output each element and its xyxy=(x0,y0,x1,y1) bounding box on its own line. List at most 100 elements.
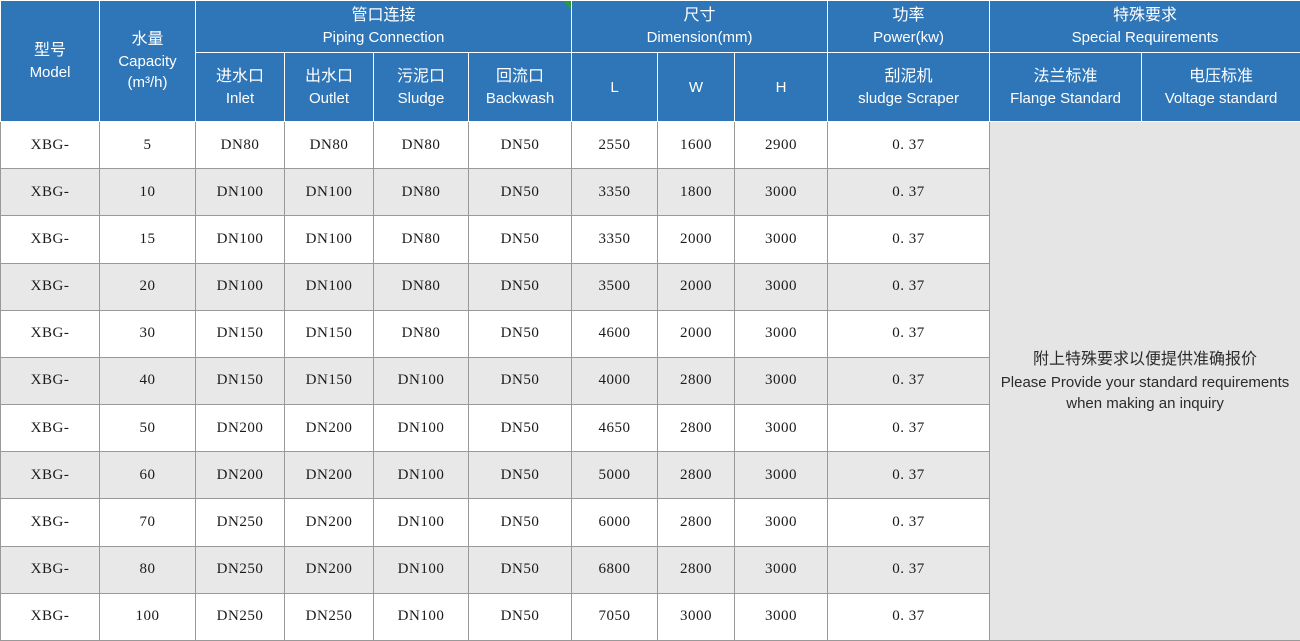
header-label-en: Backwash xyxy=(485,89,555,107)
cell-capacity: 70 xyxy=(99,498,196,547)
col-header-inlet: 进水口 Inlet xyxy=(195,52,285,122)
group-header-special-requirements: 特殊要求 Special Requirements xyxy=(989,0,1300,53)
cell-inlet: DN100 xyxy=(195,262,285,311)
cell-outlet: DN150 xyxy=(284,309,374,358)
header-label-zh: 特殊要求 xyxy=(1113,7,1178,24)
cell-model: XBG- xyxy=(0,498,100,547)
cell-h: 3000 xyxy=(734,545,829,594)
cell-outlet: DN100 xyxy=(284,168,374,217)
cell-inlet: DN250 xyxy=(195,592,285,641)
cell-w: 2800 xyxy=(657,356,736,406)
cell-w: 1600 xyxy=(657,120,736,170)
header-label-en: Dimension(mm) xyxy=(646,29,753,46)
cell-l: 2550 xyxy=(571,120,659,170)
group-header-power: 功率 Power(kw) xyxy=(827,0,991,53)
cell-w: 2000 xyxy=(657,215,736,264)
cell-model: XBG- xyxy=(0,215,100,264)
cell-outlet: DN100 xyxy=(284,262,374,311)
cell-l: 3500 xyxy=(571,262,659,311)
table-row: XBG- 15 DN100 DN100 DN80 DN50 3350 2000 3000 0. 3… xyxy=(0,215,1300,264)
cell-l: 3350 xyxy=(571,215,659,264)
cell-l: 5000 xyxy=(571,451,659,500)
col-header-sludge: 污泥口 Sludge xyxy=(373,52,469,122)
special-requirements-note: 附上特殊要求以便提供准确报价 Please Provide your standa… xyxy=(989,121,1300,641)
cell-h: 3000 xyxy=(734,592,829,641)
header-label-en: Model xyxy=(29,63,71,81)
cell-capacity: 15 xyxy=(99,215,196,264)
table-body: XBG- 5 DN80 DN80 DN80 DN50 2550 1600 2900 0. 37 附上… xyxy=(0,120,1300,641)
note-line: 附上特殊要求以便提供准确报价 xyxy=(1033,351,1258,368)
cell-l: 7050 xyxy=(571,592,659,641)
cell-backwash: DN50 xyxy=(467,404,573,453)
cell-outlet: DN150 xyxy=(284,356,374,406)
cell-sludge: DN80 xyxy=(373,309,469,358)
cell-l: 6800 xyxy=(571,545,659,594)
header-row-columns: 进水口 Inlet 出水口 Outlet 污泥口 Sludge 回流口 Back… xyxy=(1,52,1300,122)
cell-w: 2800 xyxy=(657,404,736,453)
header-label-en: Outlet xyxy=(308,89,350,107)
cell-inlet: DN100 xyxy=(195,168,285,217)
cell-power: 0. 37 xyxy=(827,215,991,264)
cell-inlet: DN150 xyxy=(195,356,285,406)
cell-backwash: DN50 xyxy=(467,215,573,264)
cell-backwash: DN50 xyxy=(467,356,573,406)
cell-w: 2800 xyxy=(657,545,736,594)
cell-inlet: DN80 xyxy=(195,120,285,170)
col-header-width: W xyxy=(657,52,736,122)
cell-capacity: 100 xyxy=(99,592,196,641)
cell-backwash: DN50 xyxy=(467,451,573,500)
table-header: 型号 Model 水量 Capacity (m³/h) 管口连接 Piping … xyxy=(0,0,1300,122)
header-label-zh: 污泥口 xyxy=(396,67,445,85)
cell-model: XBG- xyxy=(0,545,100,594)
group-header-piping-connection: 管口连接 Piping Connection xyxy=(194,0,573,53)
cell-sludge: DN100 xyxy=(373,592,469,641)
header-label-en: Sludge xyxy=(397,89,445,107)
note-line: when making an inquiry xyxy=(1066,395,1224,412)
header-label-en: Piping Connection xyxy=(322,29,445,46)
cell-model: XBG- xyxy=(0,120,100,170)
col-header-capacity: 水量 Capacity (m³/h) xyxy=(99,0,196,122)
col-header-height: H xyxy=(734,52,829,122)
header-label-zh: 功率 xyxy=(892,7,925,24)
header-label-en: Inlet xyxy=(225,89,255,107)
cell-w: 3000 xyxy=(657,592,736,641)
col-header-backwash: 回流口 Backwash xyxy=(467,52,573,122)
cell-w: 2800 xyxy=(657,451,736,500)
col-header-length: L xyxy=(571,52,659,122)
table-row: XBG- 40 DN150 DN150 DN100 DN50 4000 2800 3000 0. … xyxy=(0,356,1300,406)
col-header-flange-standard: 法兰标准 Flange Standard xyxy=(989,52,1143,122)
cell-outlet: DN250 xyxy=(284,592,374,641)
cell-outlet: DN80 xyxy=(284,120,374,170)
table-row: XBG- 70 DN250 DN200 DN100 DN50 6000 2800 3000 0. … xyxy=(0,498,1300,547)
header-label-unit: (m³/h) xyxy=(127,74,168,91)
header-label-zh: 管口连接 xyxy=(351,7,416,24)
cell-inlet: DN200 xyxy=(195,451,285,500)
cell-w: 2000 xyxy=(657,309,736,358)
cell-h: 2900 xyxy=(734,120,829,170)
col-header-outlet: 出水口 Outlet xyxy=(284,52,374,122)
header-label-en: L xyxy=(610,78,619,96)
cell-power: 0. 37 xyxy=(827,545,991,594)
cell-backwash: DN50 xyxy=(467,592,573,641)
cell-power: 0. 37 xyxy=(827,309,991,358)
cell-capacity: 5 xyxy=(99,120,196,170)
cell-power: 0. 37 xyxy=(827,356,991,406)
cell-w: 2800 xyxy=(657,498,736,547)
group-header-dimension: 尺寸 Dimension(mm) xyxy=(571,0,829,53)
cell-backwash: DN50 xyxy=(467,120,573,170)
cell-inlet: DN250 xyxy=(195,545,285,594)
col-header-sludge-scraper: 刮泥机 sludge Scraper xyxy=(827,52,991,122)
cell-sludge: DN100 xyxy=(373,356,469,406)
cell-power: 0. 37 xyxy=(827,168,991,217)
cell-capacity: 60 xyxy=(99,451,196,500)
cell-model: XBG- xyxy=(0,309,100,358)
col-header-voltage-standard: 电压标准 Voltage standard xyxy=(1141,52,1300,122)
header-label-zh: 电压标准 xyxy=(1189,67,1254,85)
table-row: XBG- 100 DN250 DN250 DN100 DN50 7050 3000 3000 0.… xyxy=(0,592,1300,641)
cell-capacity: 30 xyxy=(99,309,196,358)
cell-capacity: 50 xyxy=(99,404,196,453)
cell-capacity: 80 xyxy=(99,545,196,594)
cell-sludge: DN100 xyxy=(373,404,469,453)
table-row: XBG- 60 DN200 DN200 DN100 DN50 5000 2800 3000 0. … xyxy=(0,451,1300,500)
header-label-en: Power(kw) xyxy=(873,29,944,46)
